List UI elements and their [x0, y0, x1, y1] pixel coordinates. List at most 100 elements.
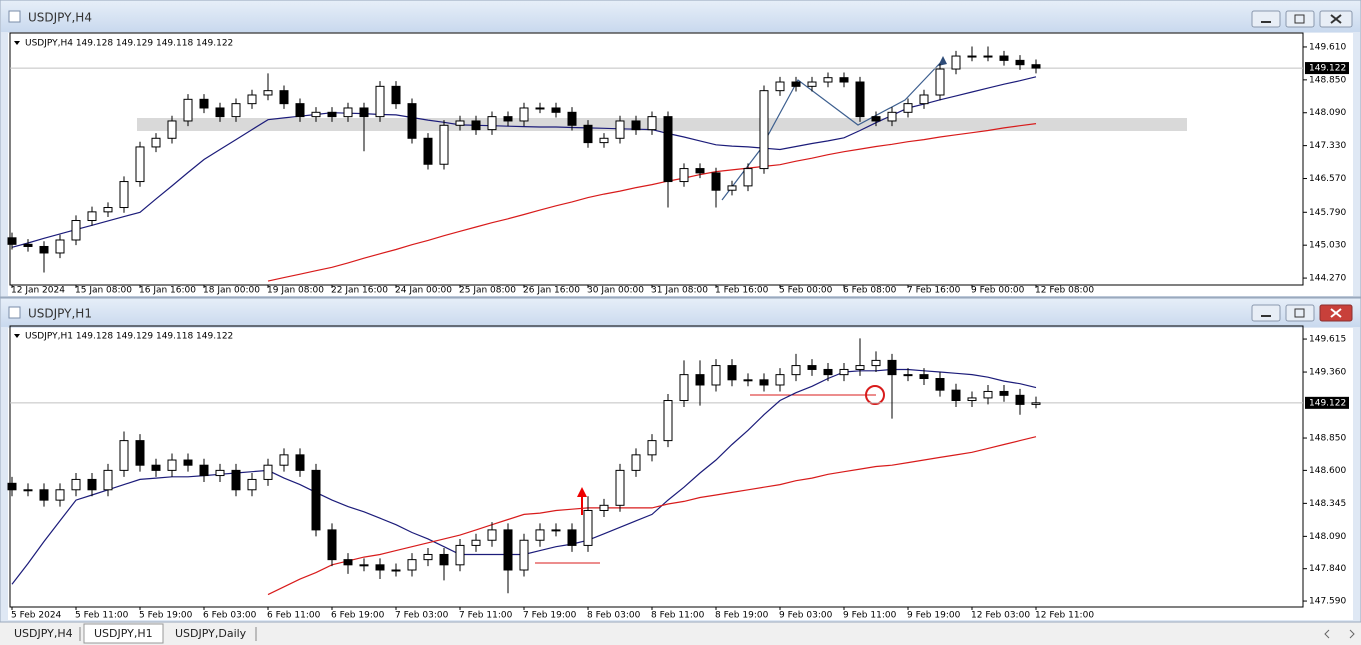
menu-marker	[14, 334, 20, 338]
candle-body	[519, 539, 529, 571]
candle-body	[343, 107, 353, 118]
candle-body	[599, 137, 609, 144]
candle-body	[199, 98, 209, 109]
candle-body	[247, 478, 257, 491]
arrow-head	[577, 487, 587, 497]
tab-active[interactable]	[83, 623, 164, 644]
candle-body	[359, 107, 369, 118]
y-tick-label: 148.090	[1309, 532, 1346, 542]
candle-body	[663, 116, 673, 183]
candle-body	[711, 365, 721, 386]
x-tick-label: 15 Jan 08:00	[75, 286, 132, 296]
y-tick-label: 148.345	[1309, 499, 1346, 509]
candle-body	[423, 553, 433, 561]
icon	[1330, 308, 1342, 318]
x-tick-label: 7 Feb 11:00	[459, 611, 513, 621]
candle-body	[567, 529, 577, 546]
chart-info: USDJPY,H1 149.128 149.129 149.118 149.12…	[25, 332, 233, 342]
y-tick-label: 148.850	[1309, 75, 1346, 85]
last-price-box	[1305, 62, 1349, 75]
candle-body	[967, 397, 977, 402]
candle-body	[615, 120, 625, 139]
candle-body	[295, 103, 305, 118]
candle-body	[999, 55, 1009, 61]
candle-body	[887, 359, 897, 376]
candle-body	[503, 116, 513, 122]
candle-body	[7, 482, 17, 491]
x-tick-label: 8 Feb 03:00	[587, 611, 641, 621]
x-tick-label: 6 Feb 19:00	[331, 611, 385, 621]
candle-body	[263, 90, 273, 96]
candle-body	[247, 94, 257, 105]
arrow-head	[938, 56, 947, 66]
candle-body	[23, 489, 33, 492]
y-tick-label: 147.590	[1309, 597, 1346, 607]
x-tick-label: 7 Feb 03:00	[395, 611, 449, 621]
candle-body	[359, 564, 369, 567]
y-tick-label: 145.030	[1309, 241, 1346, 251]
x-tick-label: 7 Feb 16:00	[907, 286, 961, 296]
x-tick-label: 9 Feb 11:00	[843, 611, 897, 621]
candle-body	[439, 553, 449, 566]
x-tick-label: 25 Jan 08:00	[459, 286, 516, 296]
candle-body	[167, 459, 177, 471]
candle-body	[583, 509, 593, 546]
candle-body	[855, 81, 865, 118]
candle-body	[375, 85, 385, 118]
candle-body	[471, 120, 481, 131]
candle-body	[311, 469, 321, 531]
x-tick-label: 6 Feb 08:00	[843, 286, 897, 296]
candle-body	[455, 120, 465, 126]
candle-body	[39, 245, 49, 254]
candle-body	[391, 85, 401, 105]
circle-marker	[865, 385, 885, 405]
candle-body	[951, 389, 961, 402]
candle-body	[519, 107, 529, 122]
tab[interactable]: USDJPY,H1	[94, 627, 153, 640]
candle-body	[919, 374, 929, 380]
icon	[1294, 14, 1305, 24]
candle-body	[727, 185, 737, 191]
scroll-arrows[interactable]	[1324, 629, 1355, 639]
candle-body	[551, 107, 561, 113]
x-tick-label: 5 Feb 00:00	[779, 286, 833, 296]
candle-body	[535, 107, 545, 110]
candle-body	[279, 454, 289, 466]
minimize-button[interactable]	[1251, 304, 1281, 322]
last-price-box	[1305, 396, 1349, 409]
candle-body	[151, 464, 161, 471]
candle-body	[695, 374, 705, 386]
tab[interactable]: USDJPY,Daily	[175, 627, 247, 640]
restore-button[interactable]	[1285, 304, 1315, 322]
x-tick-label: 12 Feb 03:00	[971, 611, 1030, 621]
candle-body	[375, 564, 385, 571]
minimize-button[interactable]	[1251, 10, 1281, 28]
candle-body	[263, 464, 273, 480]
candle-body	[231, 469, 241, 491]
y-tick-label: 148.600	[1309, 466, 1346, 476]
y-tick-label: 149.610	[1309, 42, 1346, 52]
candle-body	[55, 489, 65, 501]
candle-body	[407, 559, 417, 571]
candle-body	[839, 77, 849, 83]
candle-body	[583, 124, 593, 144]
candle-body	[727, 365, 737, 381]
candle-body	[743, 168, 753, 187]
y-tick-label: 144.270	[1309, 274, 1346, 284]
x-tick-label: 5 Feb 2024	[11, 611, 62, 621]
y-tick-label: 148.090	[1309, 108, 1346, 118]
restore-button[interactable]	[1285, 10, 1315, 28]
moving-average	[267, 123, 1037, 282]
candle-body	[759, 379, 769, 386]
candle-body	[103, 207, 113, 213]
tab[interactable]: USDJPY,H4	[14, 627, 73, 640]
candle-body	[551, 529, 561, 532]
x-tick-label: 5 Feb 19:00	[139, 611, 193, 621]
candle-body	[455, 544, 465, 566]
x-tick-label: 1 Feb 16:00	[715, 286, 769, 296]
candle-body	[39, 489, 49, 501]
chart-info: USDJPY,H4 149.128 149.129 149.118 149.12…	[25, 39, 233, 49]
candle-body	[823, 77, 833, 83]
candle-body	[103, 469, 113, 491]
y-tick-label: 145.790	[1309, 208, 1346, 218]
